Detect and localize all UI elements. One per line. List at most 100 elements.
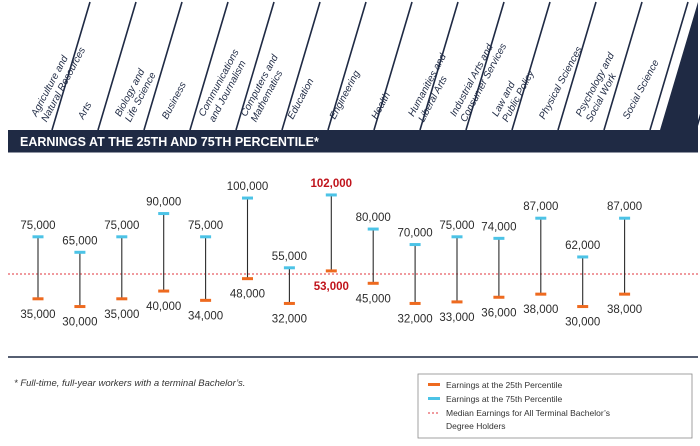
header-divider <box>143 1 183 131</box>
p25-label: 30,000 <box>565 317 600 329</box>
category-label: Business <box>160 80 189 121</box>
legend-label-p75: Earnings at the 75th Percentile <box>446 394 563 404</box>
p25-marker <box>409 301 421 305</box>
header-divider <box>419 1 459 131</box>
p75-marker <box>535 216 547 220</box>
p25-marker <box>242 277 253 281</box>
p75-marker <box>619 216 631 220</box>
p25-label: 32,000 <box>398 313 433 325</box>
header-divider <box>557 1 597 131</box>
p25-marker <box>493 295 505 299</box>
header-divider <box>327 1 367 131</box>
p75-label: 62,000 <box>565 240 600 252</box>
header-divider <box>603 1 643 131</box>
p25-label: 45,000 <box>356 293 391 305</box>
p25-marker <box>200 298 212 302</box>
title-banner <box>8 130 698 152</box>
p75-label: 55,000 <box>272 251 307 263</box>
p75-label: 75,000 <box>20 220 55 232</box>
header-divider <box>373 1 413 131</box>
legend-label-p25: Earnings at the 25th Percentile <box>446 380 563 390</box>
p75-label: 102,000 <box>311 178 353 190</box>
p25-marker <box>619 292 631 296</box>
p25-label: 30,000 <box>62 317 97 329</box>
p75-label: 75,000 <box>104 220 139 232</box>
legend-label-median: Median Earnings for All Terminal Bachelo… <box>446 408 610 418</box>
p75-label: 75,000 <box>188 220 223 232</box>
p75-label: 80,000 <box>356 212 391 224</box>
category-label: Health <box>370 90 393 121</box>
legend-box <box>417 373 693 439</box>
p25-label: 33,000 <box>439 312 474 324</box>
header-divider <box>189 1 229 131</box>
header-divider <box>51 1 91 131</box>
p25-marker <box>367 281 379 285</box>
category-label-line: Engineering <box>328 69 363 122</box>
p75-marker <box>283 266 295 270</box>
category-label-line: Business <box>160 80 189 121</box>
range-marks: 75,000 35,000 65,000 30,000 75,000 35,000 90,0… <box>20 178 642 329</box>
p25-marker <box>158 289 170 293</box>
p25-marker <box>325 269 337 273</box>
p75-marker <box>116 235 128 239</box>
p75-label: 100,000 <box>227 181 269 193</box>
header-corner <box>660 2 698 130</box>
header-divider <box>281 1 321 131</box>
p75-label: 65,000 <box>62 235 97 247</box>
category-label-line: Health <box>370 90 393 121</box>
chart-title: EARNINGS AT THE 25TH AND 75TH PERCENTILE… <box>20 135 319 149</box>
p75-label: 90,000 <box>146 197 181 209</box>
p75-label: 70,000 <box>398 228 433 240</box>
legend-swatch-p25 <box>428 383 440 386</box>
p75-marker <box>158 212 170 216</box>
p25-label: 38,000 <box>523 304 558 316</box>
p25-marker <box>116 297 128 301</box>
p25-label: 38,000 <box>607 304 642 316</box>
category-label-line: Arts <box>76 100 95 122</box>
p75-marker <box>74 250 86 254</box>
p75-marker <box>409 243 421 247</box>
category-label: Engineering <box>328 69 363 122</box>
p25-label: 35,000 <box>104 309 139 321</box>
p25-label: 40,000 <box>146 301 181 313</box>
legend-label-median-cont: Degree Holders <box>446 421 506 431</box>
p75-marker <box>367 227 379 231</box>
p75-label: 87,000 <box>523 201 558 213</box>
legend-swatch-p75 <box>428 397 440 400</box>
header-divider <box>511 1 551 131</box>
p75-marker <box>32 235 44 239</box>
p75-marker <box>493 236 505 240</box>
p75-marker <box>200 235 212 239</box>
p75-marker <box>577 255 589 259</box>
p25-marker <box>451 300 463 304</box>
p75-marker <box>242 196 253 200</box>
p25-marker <box>283 301 295 305</box>
header-divider <box>235 1 275 131</box>
p25-label: 32,000 <box>272 313 307 325</box>
p25-marker <box>74 305 86 309</box>
p75-label: 74,000 <box>481 221 516 233</box>
header-divider <box>97 1 137 131</box>
footnote: * Full-time, full-year workers with a te… <box>14 378 245 389</box>
p75-marker <box>325 193 337 197</box>
p25-label: 48,000 <box>230 289 265 301</box>
p25-label: 36,000 <box>481 307 516 319</box>
p75-label: 87,000 <box>607 201 642 213</box>
header-divider <box>465 1 505 131</box>
category-label: Arts <box>76 100 95 122</box>
p25-marker <box>535 292 547 296</box>
header-divider <box>649 1 689 131</box>
p25-marker <box>577 305 589 309</box>
p25-label: 34,000 <box>188 310 223 322</box>
p25-label: 35,000 <box>20 309 55 321</box>
legend: Earnings at the 25th Percentile Earnings… <box>417 373 693 439</box>
p25-marker <box>32 297 44 301</box>
p75-marker <box>451 235 463 239</box>
p75-label: 75,000 <box>439 220 474 232</box>
p25-label: 53,000 <box>314 281 349 293</box>
